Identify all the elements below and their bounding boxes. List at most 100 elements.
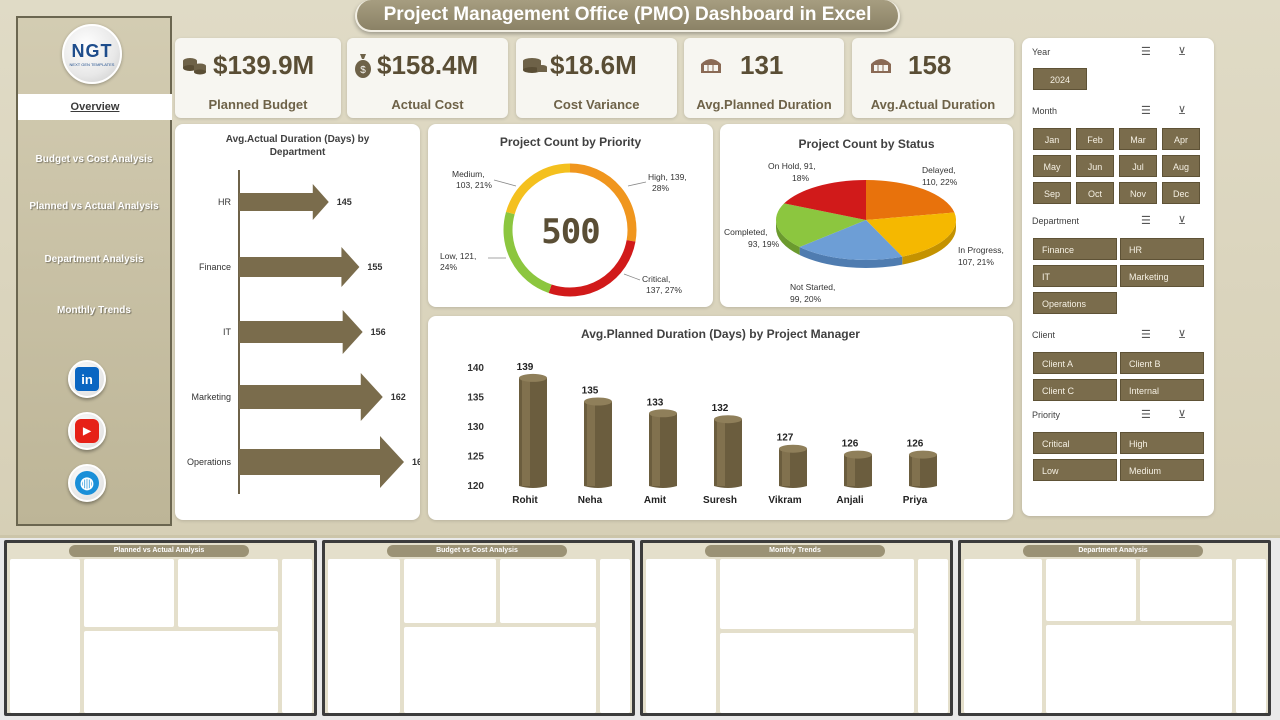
data-label: 162 [391,392,406,402]
x-tick-label: Vikram [768,495,801,506]
kpi-planned-budget: $139.9M Planned Budget [175,38,341,118]
slicer-item[interactable]: Operations [1033,292,1117,314]
multi-select-icon[interactable]: ☰ ⊻ [1141,105,1198,117]
slicer-item[interactable]: Jul [1119,155,1157,177]
slicer-item[interactable]: Feb [1076,128,1114,150]
thumbnail-monthly-trends[interactable]: Monthly Trends [640,540,953,716]
slicer-item[interactable]: 2024 [1033,68,1087,90]
kpi-label: Avg.Actual Duration [870,97,996,112]
slicer-item[interactable]: Medium [1120,459,1204,481]
dept-duration-chart-card: Avg.Actual Duration (Days) by Department… [175,124,420,520]
bar-arrow [239,184,329,220]
y-tick-label: 130 [467,422,484,433]
data-label: 93, 19% [748,239,780,249]
kpi-avg-planned-duration: 131 Avg.Planned Duration [684,38,844,118]
data-label: 137, 27% [646,285,682,295]
data-label: 127 [777,433,794,444]
slicer-title-client: Client [1032,330,1056,340]
pie-slice [866,212,956,257]
priority-donut-chart: High, 139,28% Critical,137, 27% Low, 121,2… [440,163,687,297]
nav-item-budget-vs-cost[interactable]: Budget vs Cost Analysis [35,154,153,165]
donut-segment [569,163,637,242]
calendar-icon [701,59,721,73]
nav-item-department-analysis[interactable]: Department Analysis [44,254,144,265]
kpi-value: $158.4M [377,50,479,80]
slicer-item[interactable]: IT [1033,265,1117,287]
bar-cap [584,397,612,406]
data-label: 132 [712,403,729,414]
svg-text:$: $ [360,65,366,76]
bar-cap [909,450,937,459]
kpi-label: Avg.Planned Duration [696,97,832,112]
slicer-item[interactable]: Oct [1076,182,1114,204]
slicer-item[interactable]: Finance [1033,238,1117,260]
slicer-item[interactable]: HR [1120,238,1204,260]
priority-total: 500 [541,212,600,252]
slicer-item[interactable]: Jun [1076,155,1114,177]
slicer-item[interactable]: Apr [1162,128,1200,150]
data-label: 24% [440,262,457,272]
x-tick-label: Anjali [836,495,863,506]
thumbnail-planned-vs-actual[interactable]: Planned vs Actual Analysis [4,540,317,716]
leader-line [493,179,517,187]
slicer-item[interactable]: Client A [1033,352,1117,374]
data-label: 99, 20% [790,294,822,304]
y-tick-label: 120 [467,481,484,492]
slicer-item[interactable]: May [1033,155,1071,177]
multi-select-icon[interactable]: ☰ ⊻ [1141,409,1198,421]
data-label: On Hold, 91, [768,161,816,171]
pm-duration-bar-chart: 120 125 130 135 140 139 Rohit 135 Neha 133 Amit 132… [467,362,937,506]
nav-item-planned-vs-actual[interactable]: Planned vs Actual Analysis [29,201,159,212]
data-label: Medium, [452,169,485,179]
multi-select-icon[interactable]: ☰ ⊻ [1141,215,1198,227]
thumbnail-department-analysis[interactable]: Department Analysis [958,540,1271,716]
thumbnail-title: Planned vs Actual Analysis [69,545,249,557]
slicer-item[interactable]: High [1120,432,1204,454]
data-label: 126 [842,439,859,450]
bar-highlight [847,454,855,486]
y-tick-label: 140 [467,363,484,374]
pie-side [799,247,903,268]
nav-item-monthly-trends[interactable]: Monthly Trends [57,305,131,316]
kpi-value: 158 [908,50,952,80]
slicer-item[interactable]: Mar [1119,128,1157,150]
multi-select-icon[interactable]: ☰ ⊻ [1141,329,1198,341]
slicer-item[interactable]: Low [1033,459,1117,481]
slicer-item[interactable]: Client B [1120,352,1204,374]
leader-line [627,181,647,187]
linkedin-button[interactable]: in [68,360,106,398]
kpi-label: Planned Budget [208,97,308,112]
slicer-item[interactable]: Critical [1033,432,1117,454]
bar-cap [519,373,547,382]
kpi-value: $18.6M [550,50,637,80]
kpi-label: Cost Variance [553,97,640,112]
slicer-item[interactable]: Jan [1033,128,1071,150]
slicer-item[interactable]: Client C [1033,379,1117,401]
slicer-item[interactable]: Internal [1120,379,1204,401]
youtube-button[interactable]: ▶ [68,412,106,450]
data-label: 103, 21% [456,180,492,190]
slicer-item[interactable]: Nov [1119,182,1157,204]
pie-slice [784,180,866,220]
x-tick-label: Neha [578,495,603,506]
money-stack-icon [183,58,206,75]
category-label: HR [218,197,231,207]
kpi-avg-actual-duration: 158 Avg.Actual Duration [852,38,1014,118]
slicer-item[interactable]: Aug [1162,155,1200,177]
slicer-item[interactable]: Dec [1162,182,1200,204]
kpi-actual-cost: $ $158.4M Actual Cost [347,38,508,118]
thumbnail-budget-vs-cost[interactable]: Budget vs Cost Analysis [322,540,635,716]
nav-item-overview[interactable]: Overview [18,94,172,120]
kpi-value: 131 [740,50,784,80]
website-button[interactable]: ◍ [68,464,106,502]
slicer-item[interactable]: Sep [1033,182,1071,204]
thumbnail-title: Budget vs Cost Analysis [387,545,567,557]
multi-select-icon[interactable]: ☰ ⊻ [1141,46,1198,58]
pie-slice [776,203,866,248]
globe-icon: ◍ [75,471,99,495]
slicer-item[interactable]: Marketing [1120,265,1204,287]
bar-highlight [522,377,530,486]
x-tick-label: Suresh [703,495,737,506]
status-chart-card: Project Count by Status Delayed, 110, 22%… [720,124,1013,307]
bar-highlight [912,454,920,486]
